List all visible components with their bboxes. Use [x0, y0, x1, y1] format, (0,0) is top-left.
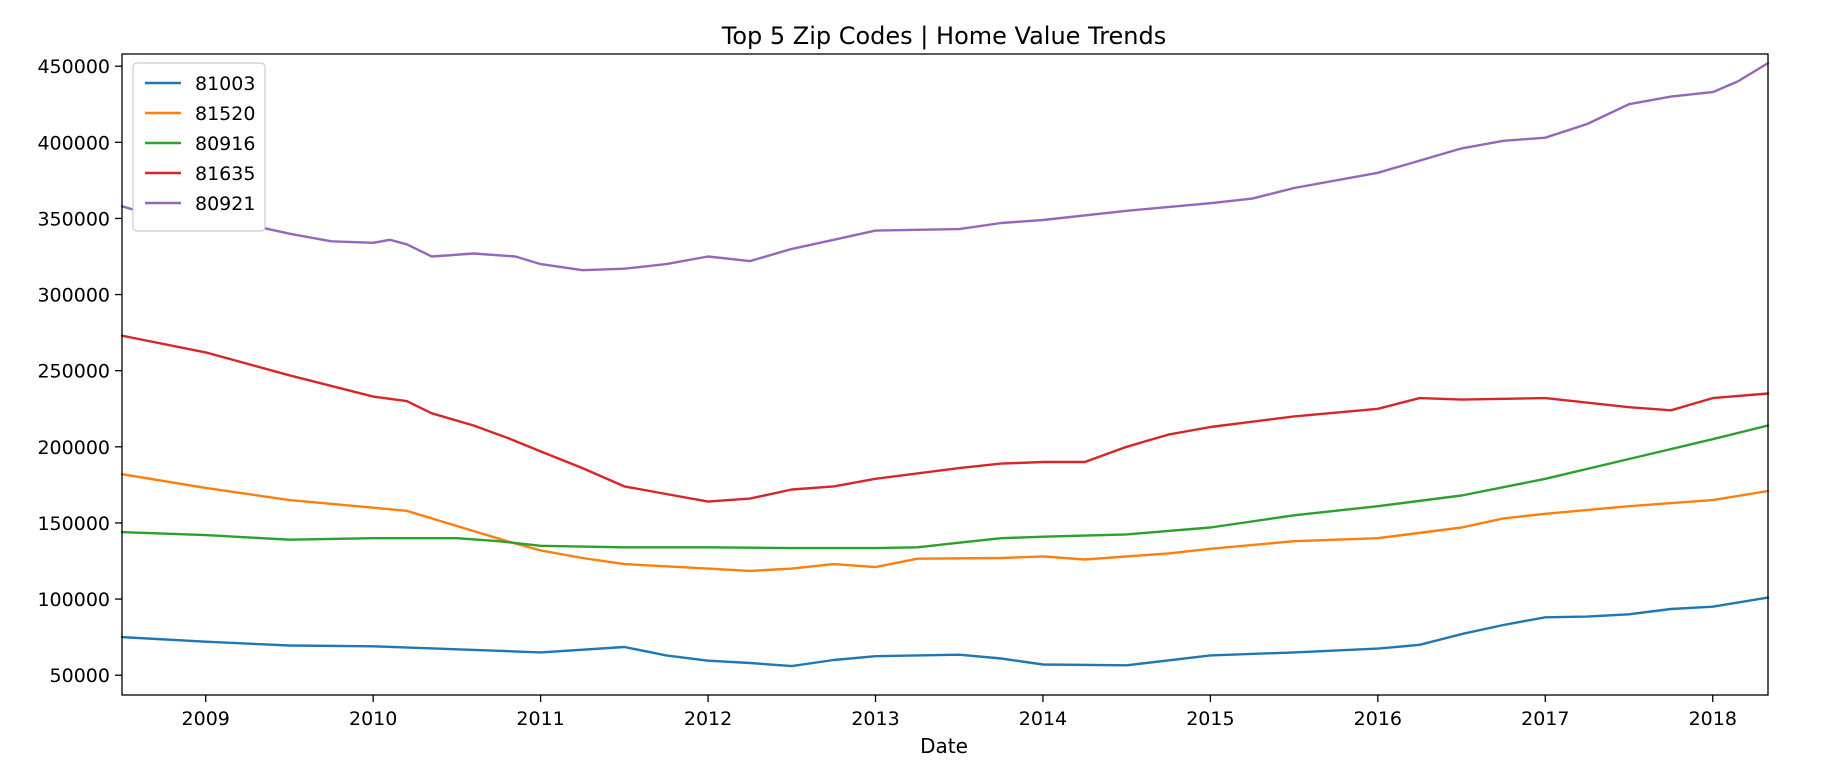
- y-tick-label: 50000: [50, 665, 110, 687]
- x-tick-label: 2016: [1354, 708, 1402, 730]
- y-tick-label: 450000: [37, 56, 110, 78]
- legend-label-81520: 81520: [195, 103, 255, 125]
- x-tick-label: 2009: [182, 708, 230, 730]
- legend-label-80916: 80916: [195, 133, 255, 155]
- x-axis-label: Date: [920, 734, 968, 758]
- chart-title: Top 5 Zip Codes | Home Value Trends: [721, 22, 1167, 50]
- x-axis: 2009 2010 2011 2012 2013 2014 2015 2016 2017 2018: [182, 695, 1737, 730]
- x-tick-label: 2014: [1019, 708, 1067, 730]
- series-line-81003: [120, 596, 1770, 668]
- legend-label-81635: 81635: [195, 163, 255, 185]
- x-tick-label: 2012: [684, 708, 732, 730]
- y-tick-label: 400000: [37, 132, 110, 154]
- x-tick-label: 2011: [516, 708, 564, 730]
- legend: 81003 81520 80916 81635 80921: [132, 62, 266, 232]
- x-tick-label: 2010: [349, 708, 397, 730]
- y-tick-label: 150000: [37, 513, 110, 535]
- series-line-80921: [120, 61, 1770, 272]
- x-tick-label: 2013: [851, 708, 899, 730]
- legend-label-80921: 80921: [195, 193, 255, 215]
- legend-label-81003: 81003: [195, 73, 255, 95]
- series-line-81520: [120, 473, 1770, 573]
- series-lines: [120, 61, 1770, 668]
- y-tick-label: 200000: [37, 437, 110, 459]
- y-tick-label: 250000: [37, 361, 110, 383]
- plot-area-frame: [121, 53, 1769, 696]
- y-tick-label: 350000: [37, 208, 110, 230]
- x-tick-label: 2018: [1689, 708, 1737, 730]
- legend-box: [132, 62, 266, 232]
- y-axis: 50000 100000 150000 200000 250000 300000 35000…: [37, 56, 122, 687]
- series-line-80916: [120, 424, 1770, 550]
- x-tick-label: 2017: [1521, 708, 1569, 730]
- y-tick-label: 300000: [37, 285, 110, 307]
- series-line-81635: [120, 334, 1770, 503]
- x-tick-label: 2015: [1186, 708, 1234, 730]
- y-tick-label: 100000: [37, 589, 110, 611]
